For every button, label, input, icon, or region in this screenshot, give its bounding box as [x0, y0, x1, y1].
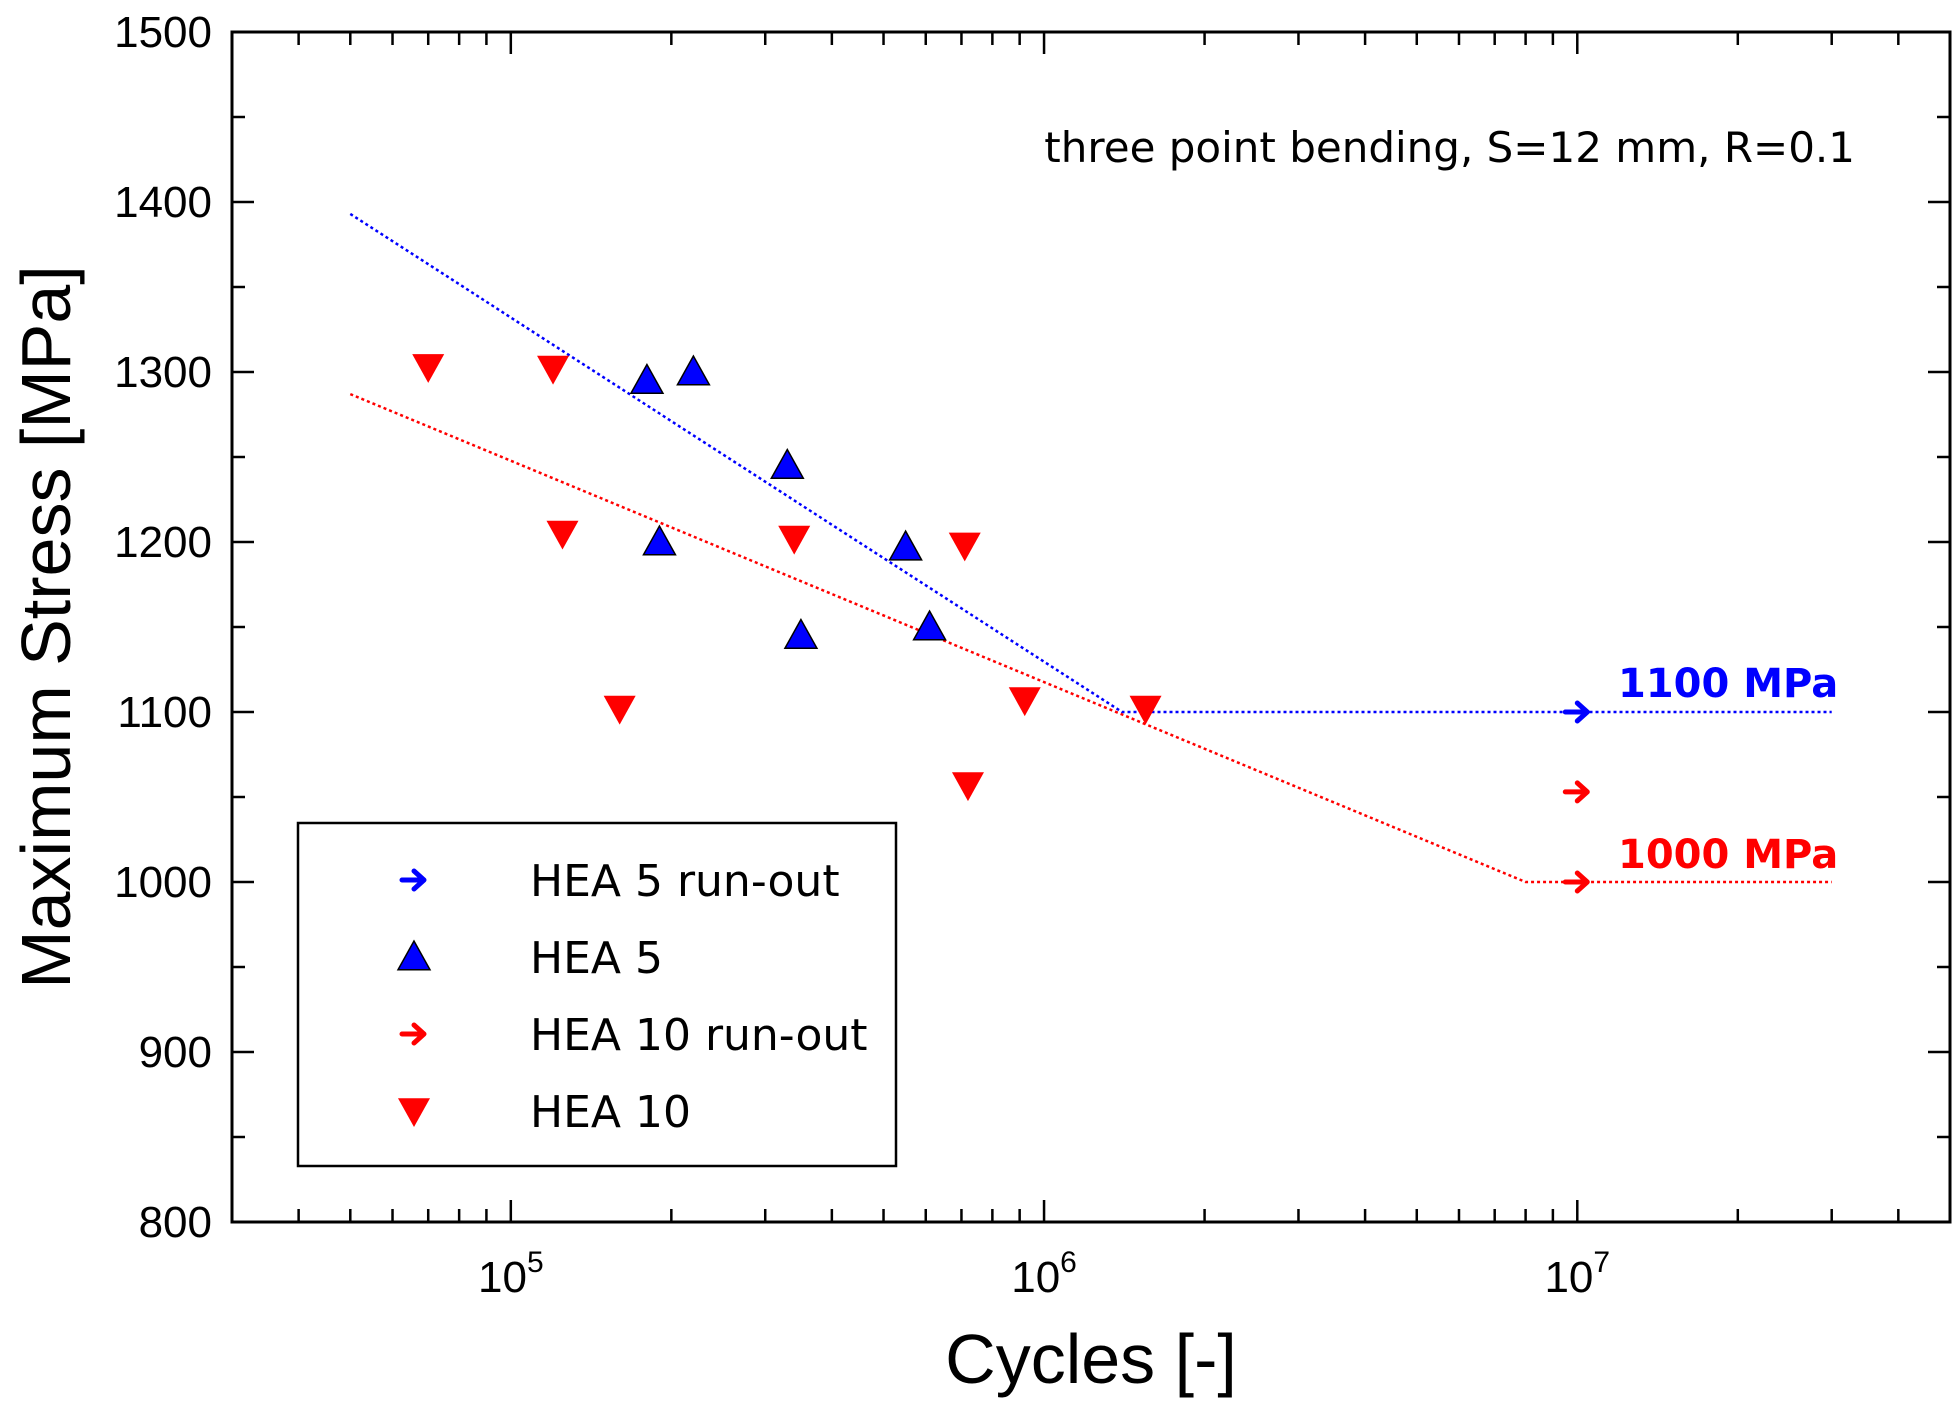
hea-5-run-out-point [1562, 700, 1590, 724]
hea-5-point [629, 362, 665, 395]
hea-10-point [951, 772, 984, 802]
hea-10-point [778, 525, 811, 555]
hea-10-point [412, 354, 445, 383]
hea-5-point [888, 529, 923, 561]
hea-5-point [642, 524, 677, 556]
x-tick-label: 105 [478, 1246, 544, 1302]
hea-10-point [948, 532, 981, 562]
limit-label-1100: 1100 MPa [1618, 661, 1838, 707]
legend-label-hea5: HEA 5 [530, 933, 663, 984]
y-tick-labels: 800 900 1000 1100 1200 1300 1400 1500 [114, 8, 212, 1247]
x-axis-title: Cycles [-] [945, 1320, 1237, 1398]
y-tick-label: 1400 [114, 178, 212, 227]
y-tick-label: 1100 [117, 688, 212, 737]
legend-box [296, 821, 898, 1168]
y-tick-label: 1000 [114, 858, 212, 907]
hea-10-point [603, 695, 636, 725]
legend-label-hea10: HEA 10 [530, 1087, 691, 1138]
plot-frame [230, 30, 1952, 1224]
y-axis-title: Maximum Stress [MPa] [7, 265, 85, 988]
hea-10-point [1129, 695, 1162, 725]
fit-lines [349, 212, 1832, 884]
x-tick-label: 106 [1011, 1246, 1077, 1302]
test-conditions-annotation: three point bending, S=12 mm, R=0.1 [1044, 123, 1855, 172]
hea-5-point [770, 447, 805, 480]
hea-10-run-out-point [1562, 870, 1590, 894]
y-tick-label: 1200 [114, 518, 212, 567]
legend: HEA 5 run-out HEA 5 HEA 10 run-out HEA 1… [296, 821, 898, 1168]
hea-10-point [1008, 687, 1041, 717]
hea5-fit-line [349, 212, 1832, 714]
legend-symbols [396, 868, 432, 1127]
hea-10-point [546, 520, 579, 550]
limit-label-1000: 1000 MPa [1618, 832, 1838, 878]
data-points [412, 354, 1590, 894]
hea-5-point [783, 617, 819, 650]
legend-label-hea10-runout: HEA 10 run-out [530, 1010, 868, 1061]
x-tick-labels: 105 106 107 [478, 1246, 1610, 1302]
legend-symbol-hea-10-run-out [399, 1022, 427, 1046]
hea-10-point [537, 355, 570, 385]
legend-symbol-hea-5 [396, 939, 432, 971]
y-tick-label: 800 [139, 1198, 212, 1247]
y-tick-label: 900 [139, 1028, 212, 1077]
hea-5-point [676, 354, 711, 386]
hea-10-run-out-point [1562, 780, 1590, 804]
legend-label-hea5-runout: HEA 5 run-out [530, 856, 840, 907]
legend-symbol-hea-10 [398, 1098, 430, 1127]
y-tick-label: 1300 [114, 348, 212, 397]
x-tick-label: 107 [1544, 1246, 1610, 1302]
axis-ticks [230, 30, 1952, 1224]
hea-5-point [912, 609, 947, 641]
y-tick-label: 1500 [114, 8, 212, 57]
hea10-fit-line [349, 392, 1832, 884]
legend-symbol-hea-5-run-out [399, 868, 427, 892]
